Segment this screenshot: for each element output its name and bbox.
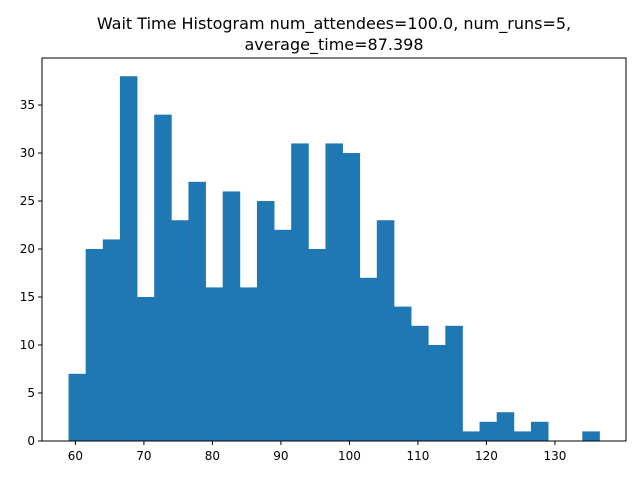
histogram-bar-21 <box>428 345 446 441</box>
histogram-bar-17 <box>359 277 378 441</box>
histogram-bar-20 <box>411 325 429 441</box>
x-tick-label: 80 <box>205 449 220 463</box>
histogram-bar-15 <box>325 143 343 441</box>
histogram-bar-10 <box>239 287 258 441</box>
histogram-bar-9 <box>222 191 241 441</box>
x-tick-label: 110 <box>406 449 429 463</box>
bars-group <box>68 76 600 441</box>
histogram-bar-25 <box>496 412 515 441</box>
y-tick-label: 10 <box>20 338 35 352</box>
histogram-bar-5 <box>154 114 172 441</box>
histogram-bar-30 <box>582 431 600 441</box>
plot-frame <box>41 57 627 442</box>
y-axis: 0 5 10 15 20 25 30 35 <box>20 98 42 448</box>
histogram-bar-0 <box>68 373 87 441</box>
histogram-bar-12 <box>274 229 292 441</box>
x-tick-label: 60 <box>68 449 83 463</box>
y-tick-label: 30 <box>20 146 35 160</box>
x-tick-label: 130 <box>543 449 566 463</box>
y-tick-label: 15 <box>20 290 35 304</box>
histogram-bar-13 <box>291 143 309 441</box>
chart-title-line1: Wait Time Histogram num_attendees=100.0,… <box>97 14 571 34</box>
x-tick-label: 70 <box>136 449 151 463</box>
y-tick-label: 20 <box>20 242 35 256</box>
x-axis: 60 70 80 90 100 110 120 130 <box>68 441 566 463</box>
histogram-bar-11 <box>256 201 275 441</box>
chart-title-line2: average_time=87.398 <box>244 35 423 55</box>
y-tick-label: 35 <box>20 98 35 112</box>
y-tick-label: 5 <box>27 386 35 400</box>
histogram-bar-23 <box>462 431 480 441</box>
histogram-bar-7 <box>188 181 206 441</box>
histogram-bar-16 <box>342 153 361 441</box>
histogram-bar-1 <box>85 249 104 441</box>
histogram-bar-26 <box>513 431 532 441</box>
histogram-bar-18 <box>376 220 395 441</box>
histogram-bar-22 <box>445 325 463 441</box>
y-tick-label: 25 <box>20 194 35 208</box>
histogram-bar-27 <box>530 421 549 441</box>
histogram-bar-6 <box>171 220 189 441</box>
histogram-bar-3 <box>119 76 138 441</box>
histogram-bar-2 <box>102 239 121 441</box>
histogram-bar-4 <box>137 297 155 441</box>
histogram-bar-19 <box>393 306 412 441</box>
x-tick-label: 120 <box>475 449 498 463</box>
y-tick-label: 0 <box>27 434 35 448</box>
x-tick-label: 90 <box>273 449 288 463</box>
histogram-bar-14 <box>308 249 326 441</box>
histogram-bar-8 <box>205 287 224 441</box>
x-tick-label: 100 <box>338 449 361 463</box>
histogram-bar-24 <box>479 421 498 441</box>
